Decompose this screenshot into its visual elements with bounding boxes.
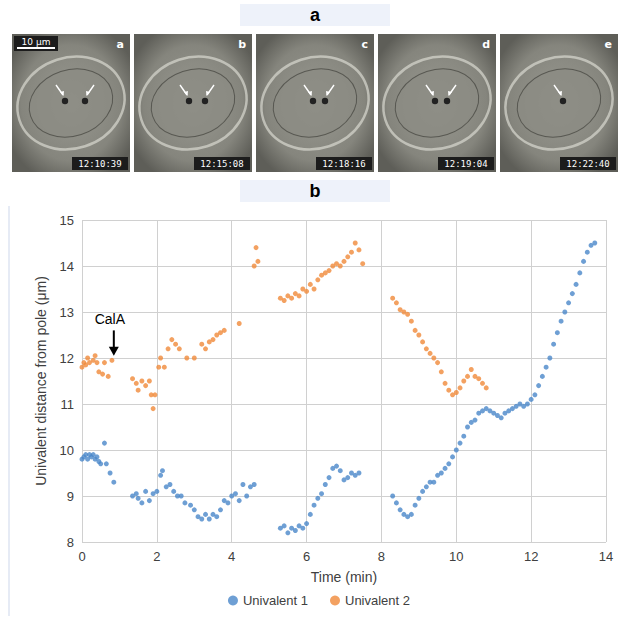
svg-text:8: 8 [378, 549, 385, 564]
svg-text:12:18:16: 12:18:16 [322, 159, 365, 169]
svg-text:12:15:08: 12:15:08 [200, 159, 243, 169]
svg-text:10 μm: 10 μm [22, 37, 51, 47]
svg-text:c: c [361, 38, 368, 51]
svg-text:12: 12 [60, 351, 74, 366]
svg-text:11: 11 [61, 397, 75, 412]
svg-text:b: b [238, 38, 246, 51]
svg-text:4: 4 [228, 549, 235, 564]
svg-text:9: 9 [67, 489, 74, 504]
html-text:b: b [309, 181, 321, 201]
svg-text:Time (min): Time (min) [311, 569, 377, 585]
svg-text:0: 0 [78, 549, 85, 564]
svg-text:13: 13 [60, 305, 74, 320]
svg-text:e: e [605, 38, 612, 51]
svg-text:2: 2 [153, 549, 160, 564]
svg-text:12:19:04: 12:19:04 [444, 159, 487, 169]
svg-text:12:10:39: 12:10:39 [78, 159, 121, 169]
svg-text:14: 14 [599, 549, 613, 564]
svg-text:14: 14 [60, 259, 74, 274]
svg-text:15: 15 [60, 213, 74, 228]
svg-text:8: 8 [67, 535, 74, 550]
svg-text:Univalent distance from pole (: Univalent distance from pole (μm) [33, 276, 49, 486]
svg-text:10: 10 [60, 443, 74, 458]
svg-text:CalA: CalA [95, 311, 126, 327]
svg-text:a: a [117, 38, 124, 51]
svg-text:Univalent 1: Univalent 1 [243, 593, 308, 608]
svg-text:12: 12 [524, 549, 538, 564]
svg-text:d: d [482, 38, 490, 51]
svg-text:Univalent 2: Univalent 2 [345, 593, 410, 608]
svg-text:6: 6 [303, 549, 310, 564]
svg-text:10: 10 [449, 549, 463, 564]
svg-text:12:22:40: 12:22:40 [566, 159, 609, 169]
html-text:a: a [310, 5, 320, 25]
